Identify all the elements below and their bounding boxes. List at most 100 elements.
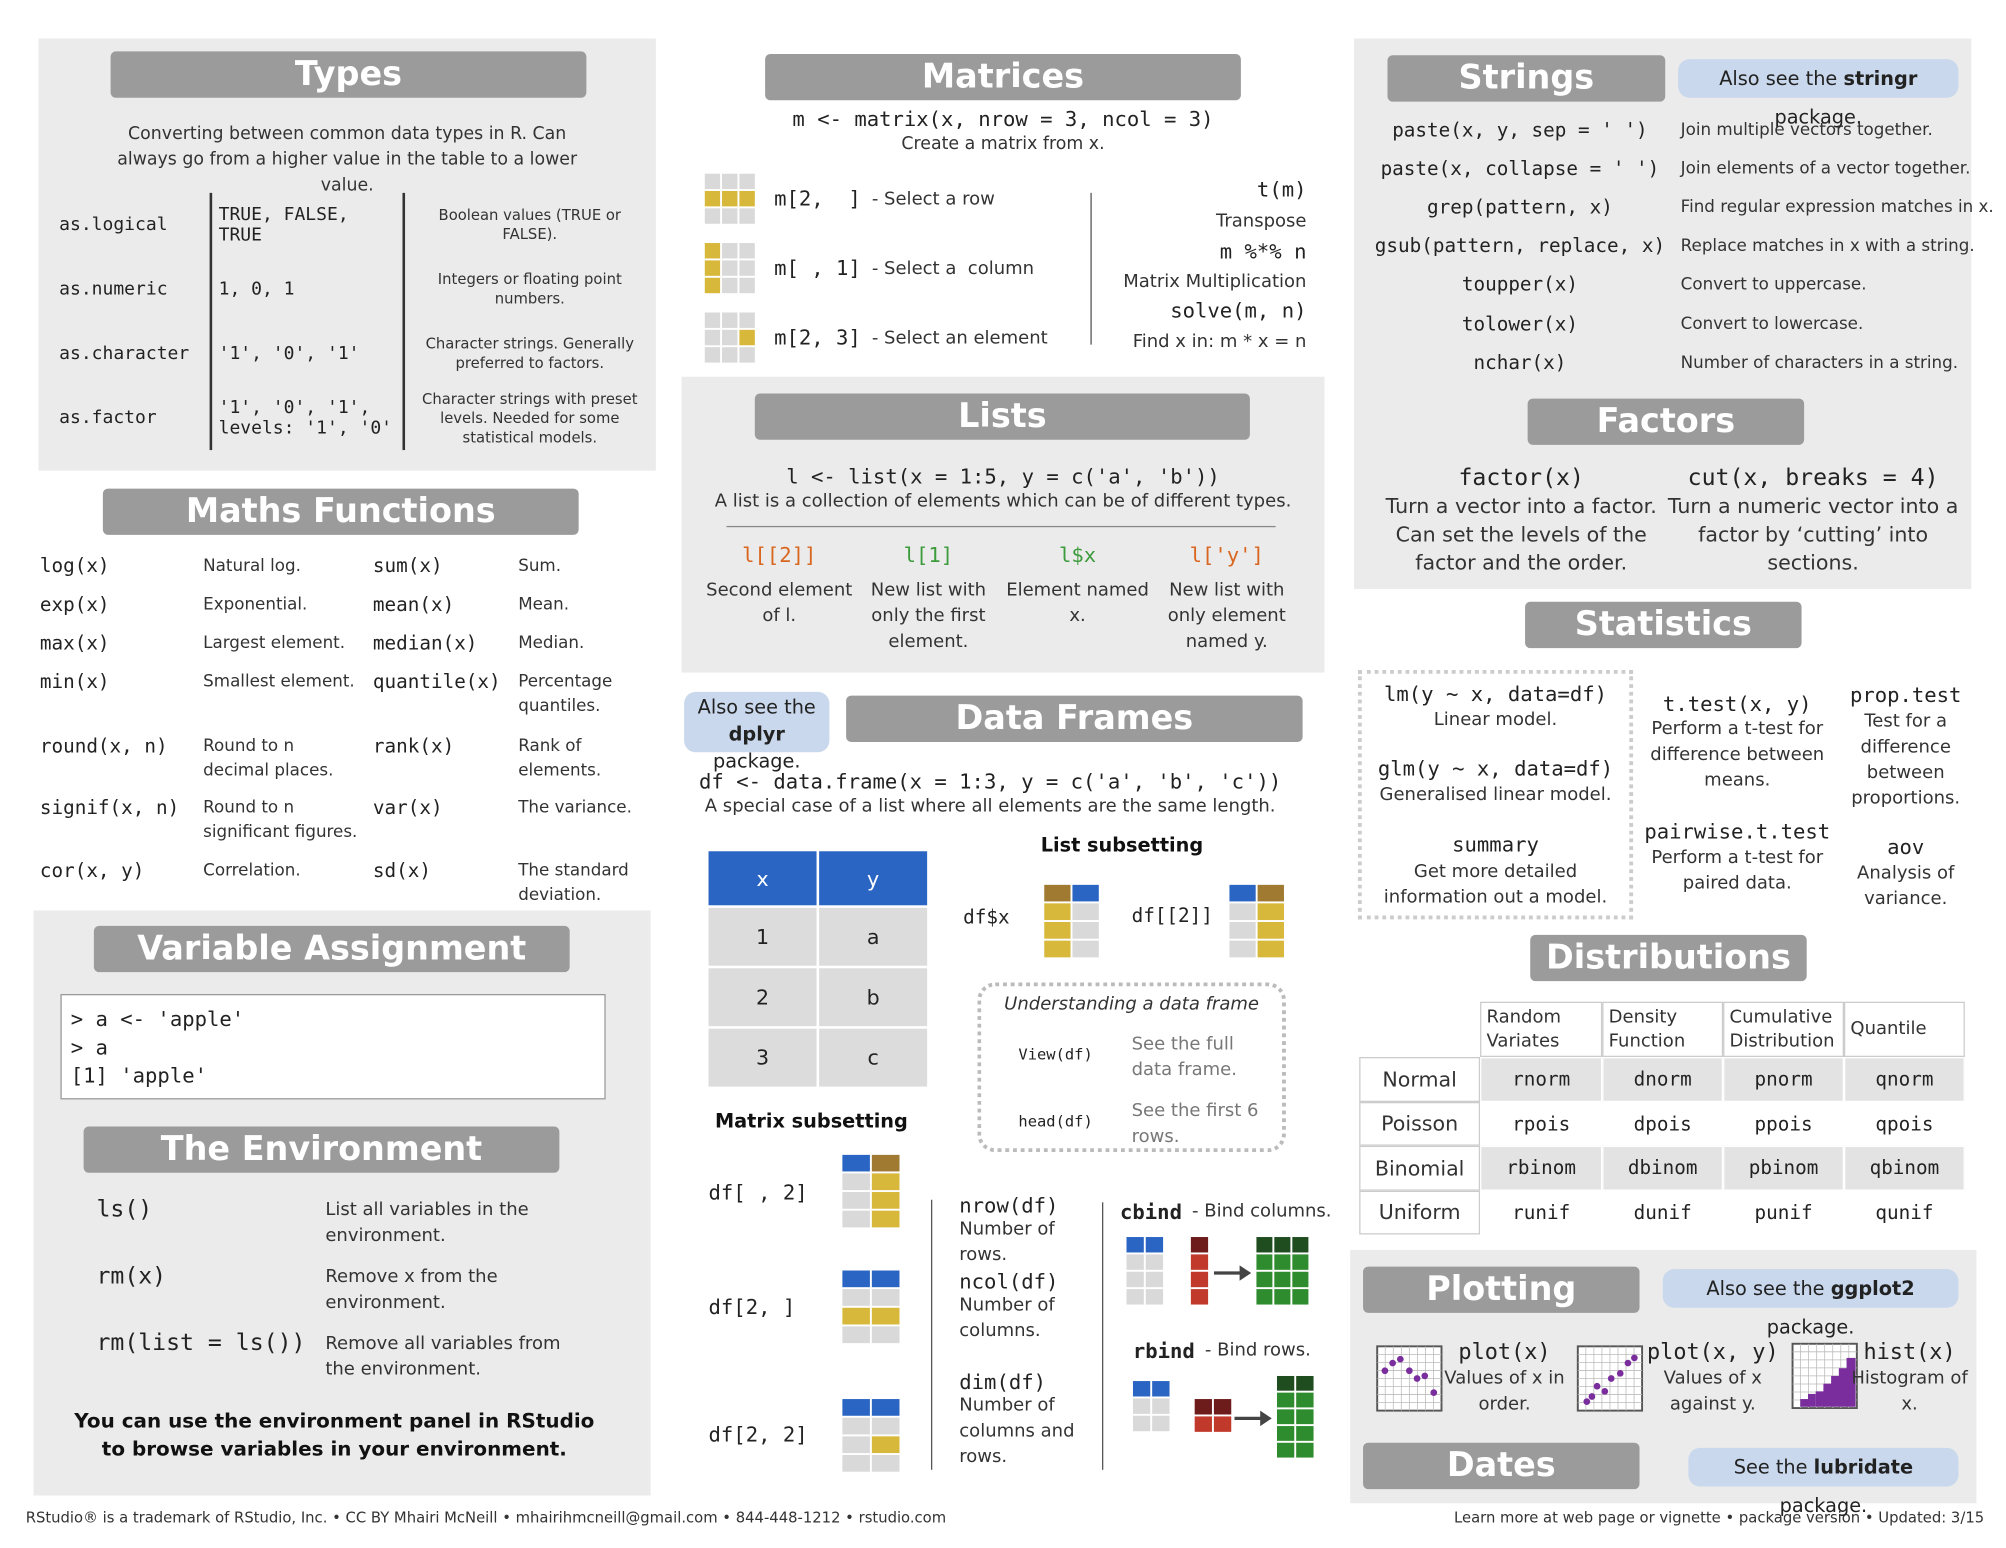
divider [1090, 192, 1092, 345]
table-header: Cumulative Distribution [1723, 1001, 1844, 1058]
code-description: Find x in: m * x = n [1132, 331, 1307, 353]
code-description: Perform a t-test for difference between … [1650, 718, 1825, 791]
icon-cell [1044, 903, 1071, 921]
code: l['y'] [1189, 542, 1264, 568]
table-cell: punif [1723, 1190, 1844, 1235]
divider [209, 192, 213, 451]
section-title: Maths Functions [102, 488, 579, 535]
plot-point [1616, 1369, 1624, 1377]
code: m %*% n [1219, 239, 1307, 264]
code-description: Find regular expression matches in x. [1680, 198, 1994, 218]
icon-cell [842, 1399, 870, 1416]
icon-cell [1126, 1254, 1144, 1270]
icon-cell [1292, 1237, 1309, 1253]
function-description: Round to n decimal places. [203, 736, 334, 781]
table-cell: dnorm [1602, 1057, 1724, 1102]
function-description: Natural log. [203, 556, 301, 577]
code: t.test(x, y) [1662, 691, 1812, 717]
section-title: Statistics [1525, 601, 1802, 649]
icon-cell [1257, 921, 1284, 939]
icon-cell [1276, 1392, 1295, 1408]
code: t(m) [1256, 177, 1307, 202]
icon-cell [1190, 1254, 1209, 1270]
code-description: New list with only the first element. [870, 579, 987, 652]
code: m[ , 1] [774, 255, 861, 281]
table-cell: qunif [1843, 1190, 1965, 1235]
icon-cell [739, 329, 755, 346]
icon [1194, 1399, 1232, 1432]
code-description: Perform a t-test for paired data. [1651, 847, 1824, 894]
code-description: Replace matches in x with a string. [1680, 236, 1975, 256]
subheading: Matrix subsetting [714, 1109, 908, 1133]
description: A special case of a list where all eleme… [704, 795, 1276, 817]
icon-cell [842, 1270, 870, 1288]
table-header: x [708, 851, 817, 906]
note-text: Also see the [1719, 66, 1838, 91]
type-example: TRUE, FALSE, TRUE [218, 204, 349, 246]
console-line: > a [70, 1035, 108, 1060]
function-description: Median. [518, 633, 585, 654]
icon-cell [1256, 1271, 1273, 1288]
strings-panel [1354, 38, 1972, 589]
code: paste(x, collapse = ' ') [1380, 156, 1660, 181]
table-cell: 1 [708, 907, 817, 966]
function-description: Round to n significant figures. [203, 798, 358, 843]
code: summary [1452, 831, 1539, 857]
plot-point [1406, 1367, 1413, 1375]
package-note: Also see the dplyr package. [684, 691, 830, 773]
divider [402, 192, 406, 451]
icon [704, 173, 755, 224]
function: var(x) [372, 795, 443, 820]
icon-cell [739, 312, 755, 328]
code-description: - Select a column [871, 258, 1035, 280]
plot-bar [1815, 1391, 1825, 1407]
icon [1126, 1237, 1164, 1305]
note-text: Also see the [697, 695, 816, 719]
plot-icon [1376, 1345, 1443, 1412]
type-description: Integers or floating point numbers. [437, 270, 622, 308]
description: A list is a collection of elements which… [714, 491, 1292, 512]
code-description: - Select a row [871, 189, 995, 210]
icon-cell [704, 173, 721, 190]
code: df[[2]] [1131, 903, 1213, 928]
plot-icon [1791, 1342, 1858, 1410]
code-description: Test for a difference between proportion… [1851, 711, 1961, 809]
plot-point [1430, 1389, 1438, 1396]
icon-cell [1256, 1254, 1273, 1270]
icon-cell [1257, 884, 1284, 902]
code: ncol(df) [959, 1269, 1059, 1294]
icon [842, 1399, 900, 1472]
icon-cell [1229, 940, 1256, 958]
divider [726, 525, 1276, 528]
plot-point [1381, 1367, 1389, 1375]
table-cell: 2 [708, 968, 817, 1027]
note-text: package. [712, 749, 801, 773]
function: rank(x) [372, 734, 455, 758]
icon-cell [1194, 1416, 1212, 1432]
divider [930, 1199, 933, 1470]
row-label: Binomial [1359, 1145, 1481, 1191]
icon-cell [704, 260, 721, 276]
table-cell: pnorm [1723, 1057, 1844, 1102]
code: df[2, ] [708, 1294, 796, 1320]
code-description: Analysis of variance. [1857, 862, 1955, 910]
code-description: - Bind columns. [1192, 1201, 1332, 1222]
table-cell: qnorm [1843, 1057, 1965, 1102]
function: ls() [96, 1195, 153, 1223]
code: plot(x, y) [1646, 1339, 1779, 1366]
icon [842, 1154, 900, 1228]
function: median(x) [372, 631, 478, 655]
function-description: Largest element. [203, 633, 346, 654]
icon-cell [1194, 1399, 1212, 1415]
code: grep(pattern, x) [1427, 195, 1613, 219]
icon-cell [1132, 1381, 1151, 1397]
icon-cell [1256, 1237, 1273, 1253]
code: df <- data.frame(x = 1:3, y = c('a', 'b'… [699, 768, 1282, 794]
plot-point [1631, 1354, 1638, 1362]
icon-cell [1132, 1415, 1151, 1432]
icon-cell [1072, 940, 1099, 958]
code: prop.test [1849, 682, 1962, 708]
icon-cell [1274, 1254, 1291, 1270]
code-description: Generalised linear model. [1379, 784, 1612, 805]
function: round(x, n) [39, 734, 168, 758]
